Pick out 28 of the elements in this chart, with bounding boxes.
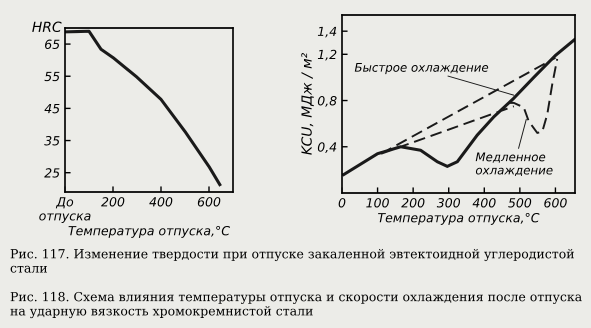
- y-tick-label: 45: [44, 104, 60, 114]
- y-tick-label: 65: [45, 40, 60, 50]
- x-tick-label: 200: [401, 198, 424, 208]
- text: Рис. 118. Схема влияния температуры отпуска и скорости охлаждения после отпуска на ударную вязкость хромокремнистой стали: [10, 292, 582, 318]
- y-tick-label: 0,4: [318, 142, 336, 153]
- y-tick-label: 55: [44, 72, 60, 82]
- x-tick-label: 200: [101, 197, 124, 207]
- x-axis-title: Температура отпуска,°C: [68, 226, 230, 238]
- x-tick-label: До отпуска: [39, 197, 90, 223]
- y-tick-label: 0,8: [318, 96, 337, 107]
- annotation: Медленное охлаждение: [476, 152, 553, 176]
- x-tick-label: 600: [198, 197, 220, 207]
- y-tick-label: 35: [44, 136, 60, 146]
- x-tick-label: 0: [338, 198, 346, 208]
- y-tick-label: 1,2: [318, 50, 336, 60]
- x-axis-title: Температура отпуска,°C: [378, 212, 540, 225]
- x-tick-label: 100: [366, 198, 389, 208]
- x-tick-label: 600: [544, 198, 567, 208]
- x-tick-label: 300: [436, 198, 460, 208]
- annotation: Быстрое охлаждение: [354, 63, 488, 74]
- y-axis-title: KCU, МДж / м²: [301, 53, 314, 155]
- x-tick-label: 500: [508, 198, 532, 208]
- x-tick-label: 400: [149, 197, 172, 207]
- y-tick-label: 25: [44, 168, 60, 178]
- text: Рис. 117. Изменение твердости при отпуске закаленной эвтектоидной углеродистой стали: [10, 248, 574, 273]
- y-tick-label: 1,4: [318, 26, 336, 38]
- y-axis-title: HRC: [32, 22, 62, 32]
- x-tick-label: 400: [472, 198, 496, 208]
